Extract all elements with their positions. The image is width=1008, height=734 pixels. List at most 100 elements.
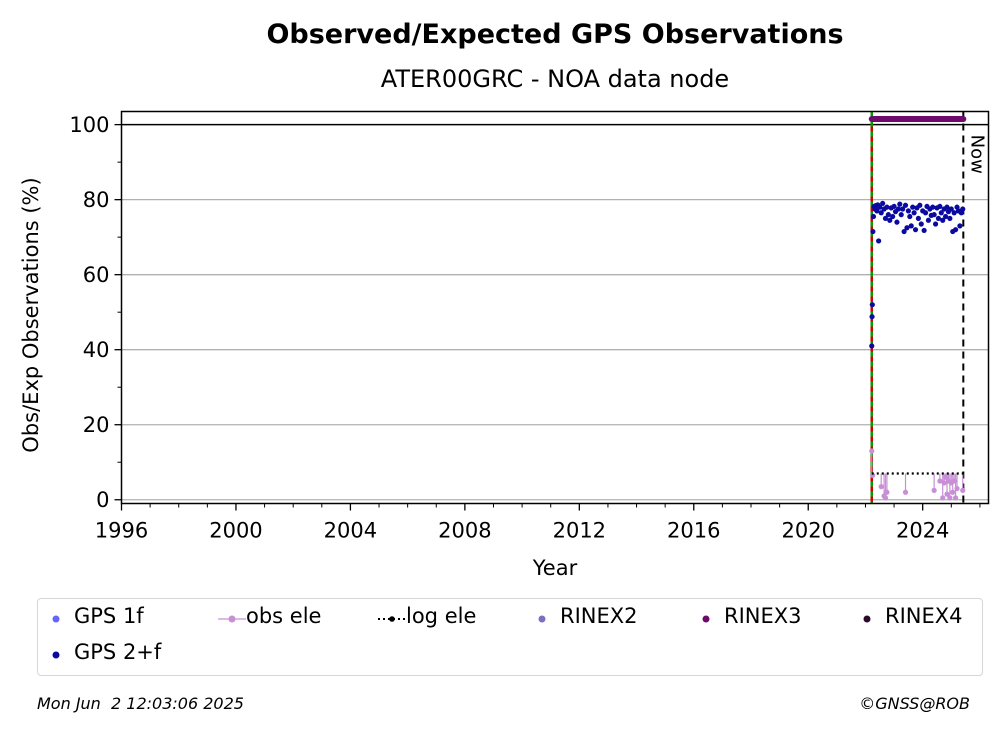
legend-item-rinex3: RINEX3: [700, 604, 802, 628]
gps-2f-point: [869, 343, 875, 349]
x-tick-label: 2020: [782, 519, 835, 543]
gps-2f-point: [930, 204, 936, 210]
y-tick-label: 40: [83, 338, 110, 362]
obs-ele-point: [931, 487, 937, 493]
gps-2f-point: [884, 204, 890, 210]
gps-2f-point: [905, 208, 911, 214]
legend-marker-log-ele: [378, 616, 406, 622]
now-label: Now: [966, 135, 987, 174]
legend-label: RINEX4: [885, 604, 963, 628]
obs-ele-point: [954, 485, 960, 492]
gps-2f-point: [902, 202, 909, 208]
gps-2f-point: [878, 210, 884, 216]
obs-ele-point: [902, 489, 909, 495]
y-axis: 0 20 40 60 80 100: [69, 113, 122, 512]
obs-ele-point: [944, 491, 950, 497]
x-tick-label: 2016: [667, 519, 720, 543]
legend-item-rinex2: RINEX2: [536, 604, 638, 628]
gps-2f-point: [907, 213, 913, 220]
x-tick-label: 1996: [95, 519, 148, 543]
gps-2f-point: [908, 223, 914, 229]
gps-2f-point: [915, 215, 921, 222]
gps-2f-point: [944, 204, 950, 210]
gps-2f-point: [877, 204, 883, 210]
obs-ele-point: [869, 448, 875, 454]
gps-2f-point: [952, 227, 959, 233]
gps-2f-point: [911, 210, 917, 216]
gps-2f-point: [917, 202, 923, 208]
gps-2f-point: [940, 217, 946, 223]
x-tick-label: 2008: [438, 519, 491, 543]
x-axis: 1996 2000 2004 2008 2012 2016 2020 2024: [95, 503, 981, 543]
y-tick-label: 60: [83, 263, 110, 287]
gps-2f-point: [921, 227, 927, 234]
gps-2f-point: [901, 228, 907, 235]
gps-2f-point: [869, 314, 875, 320]
gps-2f-point: [904, 225, 910, 231]
gps-2f-point: [951, 210, 957, 216]
obs-ele-point: [941, 480, 947, 486]
gps-2f-point: [880, 200, 886, 207]
legend-item-rinex4: RINEX4: [861, 604, 963, 628]
legend-label: GPS 2+f: [74, 640, 162, 664]
legend-label: RINEX2: [560, 604, 638, 628]
gps-2f-point: [938, 210, 944, 216]
gps-2f-point: [891, 203, 897, 210]
legend-item-log-ele: log ele: [378, 604, 476, 628]
legend-marker-obs-ele: [218, 615, 246, 623]
obs-ele-point: [950, 489, 956, 495]
gps-2f-point: [937, 203, 943, 210]
gps-2f-point: [890, 213, 896, 220]
gps-2f-point: [935, 215, 942, 222]
gps-2f-point: [894, 219, 900, 225]
y-tick-label: 20: [83, 413, 110, 437]
legend-label: RINEX3: [724, 604, 802, 628]
footer-timestamp: Mon Jun 2 12:03:06 2025: [37, 694, 244, 713]
x-tick-label: 2000: [209, 519, 262, 543]
gps-2f-point: [876, 238, 882, 244]
gps-2f-point: [918, 221, 924, 227]
gps-2f-point: [910, 204, 916, 210]
gps-2f-point: [957, 223, 963, 229]
obs-ele-point: [878, 484, 884, 490]
chart-title: Observed/Expected GPS Observations: [266, 19, 843, 50]
gps-2f-point: [932, 221, 939, 227]
obs-ele-point: [940, 495, 946, 501]
gps-2f-point: [882, 215, 889, 222]
gps-2f-point: [960, 206, 966, 212]
legend-marker-gps-2f: [52, 651, 60, 659]
y-tick-label: 80: [83, 188, 110, 212]
gps-2f-point: [942, 213, 949, 220]
obs-ele-point: [882, 495, 889, 501]
legend-marker-rinex2: [538, 615, 546, 623]
x-tick-label: 2004: [324, 519, 377, 543]
gps-2f-point: [887, 217, 893, 223]
gps-2f-point: [897, 201, 903, 207]
chart-subtitle: ATER00GRC - NOA data node: [381, 65, 729, 93]
legend-item-obs-ele: obs ele: [218, 604, 321, 628]
x-axis-label: Year: [532, 556, 578, 580]
y-tick-label: 100: [69, 113, 109, 137]
legend-label: obs ele: [246, 604, 322, 628]
gps-2f-point: [898, 212, 904, 218]
plot-area-frame: [120, 110, 990, 505]
x-tick-label: 2024: [896, 519, 949, 543]
legend-marker-rinex4: [863, 615, 871, 623]
gps-2f-point: [895, 206, 901, 212]
gps-2f-point: [885, 212, 891, 218]
x-tick-label: 2012: [553, 519, 606, 543]
legend-marker-gps-1f: [52, 615, 60, 623]
gps-2f-point: [947, 215, 953, 222]
legend-marker-rinex3: [702, 615, 710, 623]
y-tick-label: 0: [96, 488, 109, 512]
legend-item-gps-2f: GPS 2+f: [50, 640, 161, 664]
legend-label: GPS 1f: [74, 604, 144, 628]
obs-ele-point: [870, 472, 876, 478]
obs-ele-point: [960, 487, 966, 493]
gps-2f-point: [948, 206, 954, 212]
gps-2f-point: [912, 227, 919, 233]
gps-2f-point: [900, 206, 906, 212]
gps-2f-point: [869, 302, 875, 308]
gps-2f-point: [922, 210, 929, 216]
gps-2f-point: [931, 212, 937, 218]
